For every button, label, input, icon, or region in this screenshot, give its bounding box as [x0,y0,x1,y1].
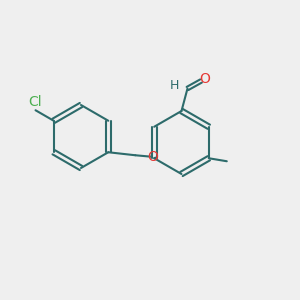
Text: O: O [200,72,210,86]
Text: O: O [147,150,158,164]
Text: H: H [169,79,179,92]
Text: Cl: Cl [29,95,42,109]
